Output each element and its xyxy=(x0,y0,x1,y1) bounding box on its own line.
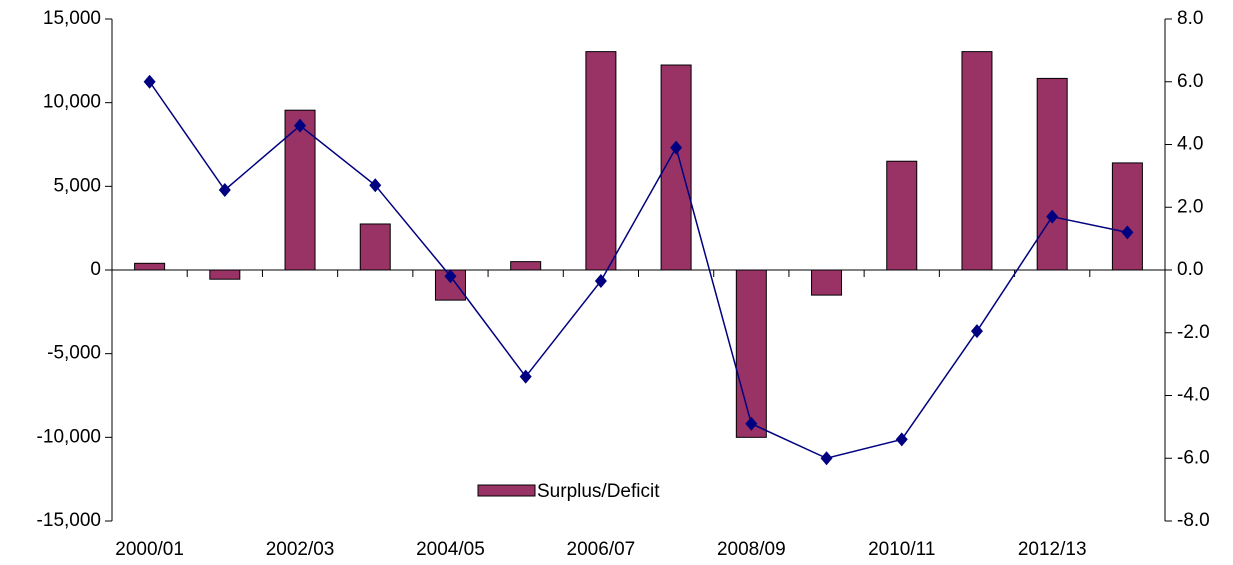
y2-tick-label: -8.0 xyxy=(1177,510,1210,531)
bar xyxy=(284,109,316,271)
marker xyxy=(820,451,833,466)
marker xyxy=(670,140,683,155)
y2-tick-label: -6.0 xyxy=(1177,447,1210,468)
marker xyxy=(369,178,382,193)
y-tick-label: -5,000 xyxy=(47,343,101,364)
marker xyxy=(143,74,156,89)
bar xyxy=(134,262,166,271)
bar xyxy=(735,269,767,438)
y2-tick-label: 6.0 xyxy=(1177,71,1203,92)
x-tick-label: 2008/09 xyxy=(717,539,786,560)
x-tick-label: 2002/03 xyxy=(266,539,335,560)
bar xyxy=(585,51,617,271)
y2-tick-label: 4.0 xyxy=(1177,134,1203,155)
y-tick-label: 0 xyxy=(90,259,101,280)
y2-tick-label: -2.0 xyxy=(1177,322,1210,343)
bar xyxy=(886,160,918,271)
bar xyxy=(434,269,466,301)
marker xyxy=(218,182,231,197)
y2-tick-label: 0.0 xyxy=(1177,259,1203,280)
x-tick-label: 2010/11 xyxy=(868,539,935,560)
y-tick-label: -15,000 xyxy=(37,510,101,531)
marker xyxy=(970,324,983,339)
x-tick-label: 2012/13 xyxy=(1018,539,1087,560)
bar xyxy=(1111,162,1143,271)
marker xyxy=(594,273,607,288)
legend-swatch xyxy=(477,484,536,497)
marker xyxy=(444,269,457,284)
marker xyxy=(1121,225,1134,240)
bar xyxy=(811,269,843,296)
y-tick-label: 10,000 xyxy=(43,92,101,113)
y-tick-label: 15,000 xyxy=(43,8,101,29)
bar xyxy=(359,223,391,271)
legend-label: Surplus/Deficit xyxy=(537,481,660,502)
line xyxy=(148,81,1128,460)
marker xyxy=(895,432,908,447)
x-tick-label: 2004/05 xyxy=(416,539,485,560)
y2-tick-label: 2.0 xyxy=(1177,196,1203,217)
marker xyxy=(745,416,758,431)
y-tick-label: -10,000 xyxy=(37,426,101,447)
bar xyxy=(961,51,993,271)
bar xyxy=(1036,77,1068,271)
y-tick-label: 5,000 xyxy=(53,175,101,196)
marker xyxy=(519,369,532,384)
y2-tick-label: -4.0 xyxy=(1177,385,1210,406)
bar xyxy=(510,261,542,271)
bar xyxy=(209,269,241,280)
x-tick-label: 2000/01 xyxy=(115,539,184,560)
y2-tick-label: 8.0 xyxy=(1177,8,1203,29)
x-tick-label: 2006/07 xyxy=(567,539,636,560)
marker xyxy=(1046,209,1059,224)
marker xyxy=(294,118,307,133)
